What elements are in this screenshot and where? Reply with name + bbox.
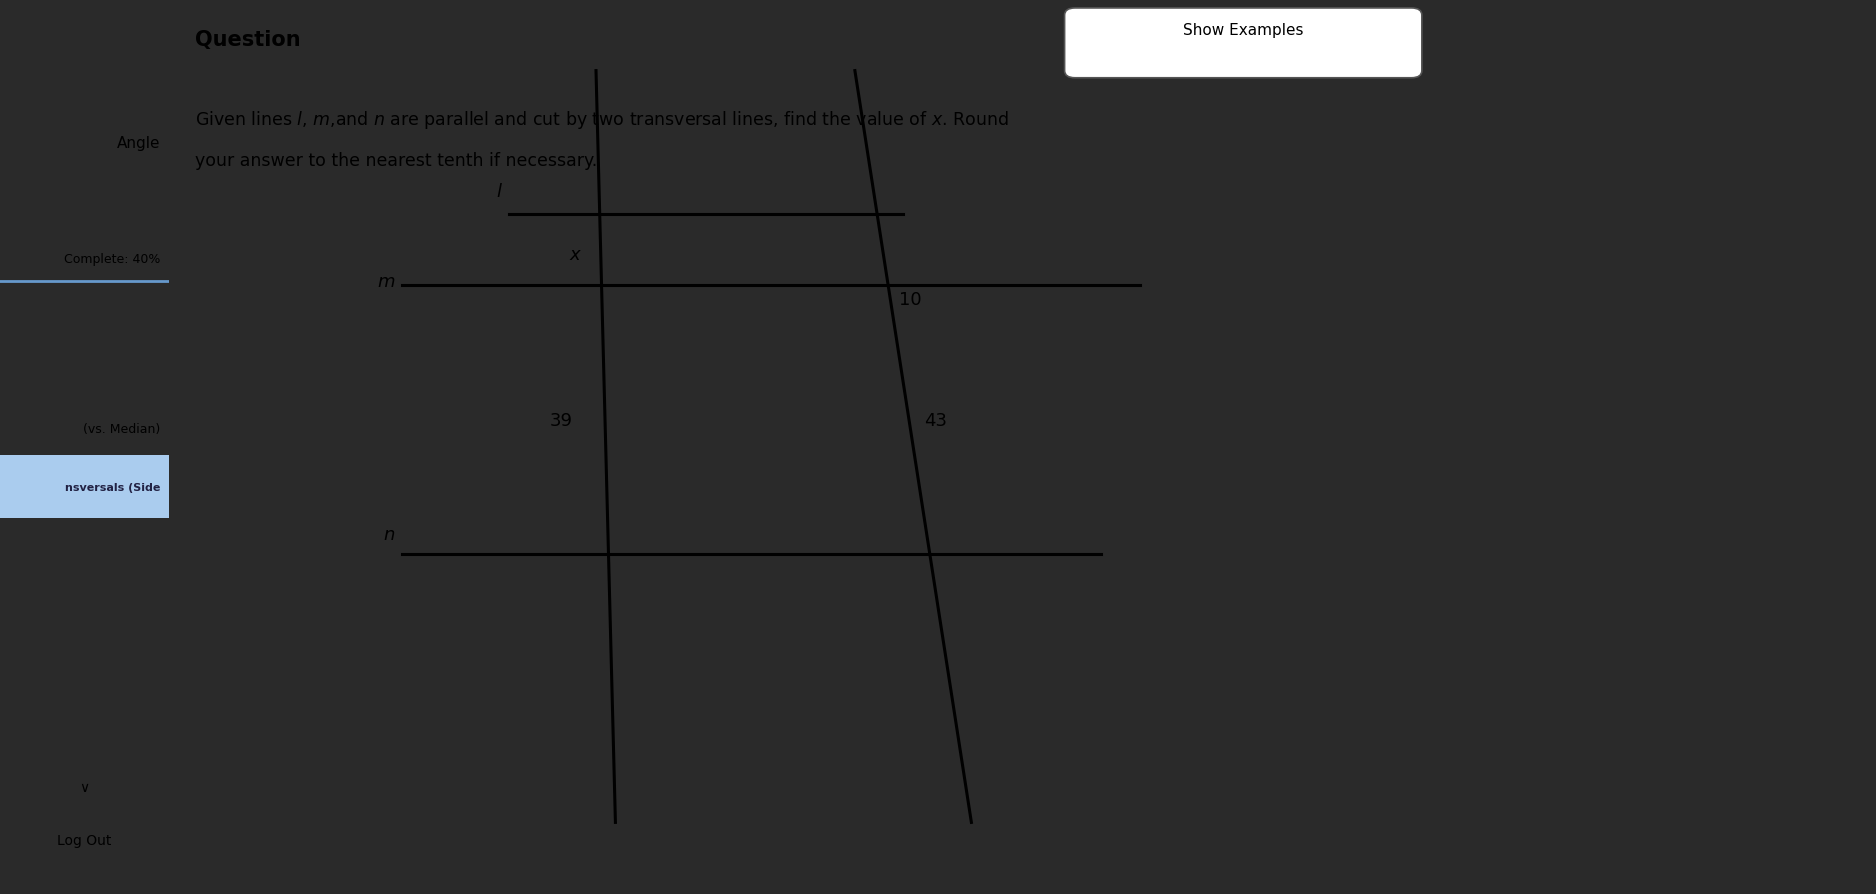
Text: $l$: $l$ bbox=[495, 183, 503, 201]
Text: $m$: $m$ bbox=[377, 273, 396, 291]
Text: $x$: $x$ bbox=[568, 246, 582, 264]
Text: Question: Question bbox=[195, 30, 300, 50]
Text: 43: 43 bbox=[925, 411, 947, 429]
FancyBboxPatch shape bbox=[1064, 9, 1422, 79]
Text: Show Examples: Show Examples bbox=[1184, 23, 1304, 38]
Text: Angle: Angle bbox=[116, 136, 159, 150]
Text: nsversals (Side: nsversals (Side bbox=[66, 482, 159, 493]
Text: Given lines $l$, $m$,and $n$ are parallel and cut by two transversal lines, find: Given lines $l$, $m$,and $n$ are paralle… bbox=[195, 109, 1009, 131]
Text: Log Out: Log Out bbox=[58, 833, 111, 848]
Text: (vs. Median): (vs. Median) bbox=[83, 423, 159, 435]
Text: ∨: ∨ bbox=[79, 780, 90, 794]
Text: 39: 39 bbox=[550, 411, 572, 429]
Text: Complete: 40%: Complete: 40% bbox=[64, 253, 159, 266]
Text: your answer to the nearest tenth if necessary.: your answer to the nearest tenth if nece… bbox=[195, 152, 597, 170]
Text: 10: 10 bbox=[899, 291, 921, 308]
Text: $n$: $n$ bbox=[383, 526, 396, 544]
Bar bbox=[0, 456, 169, 519]
